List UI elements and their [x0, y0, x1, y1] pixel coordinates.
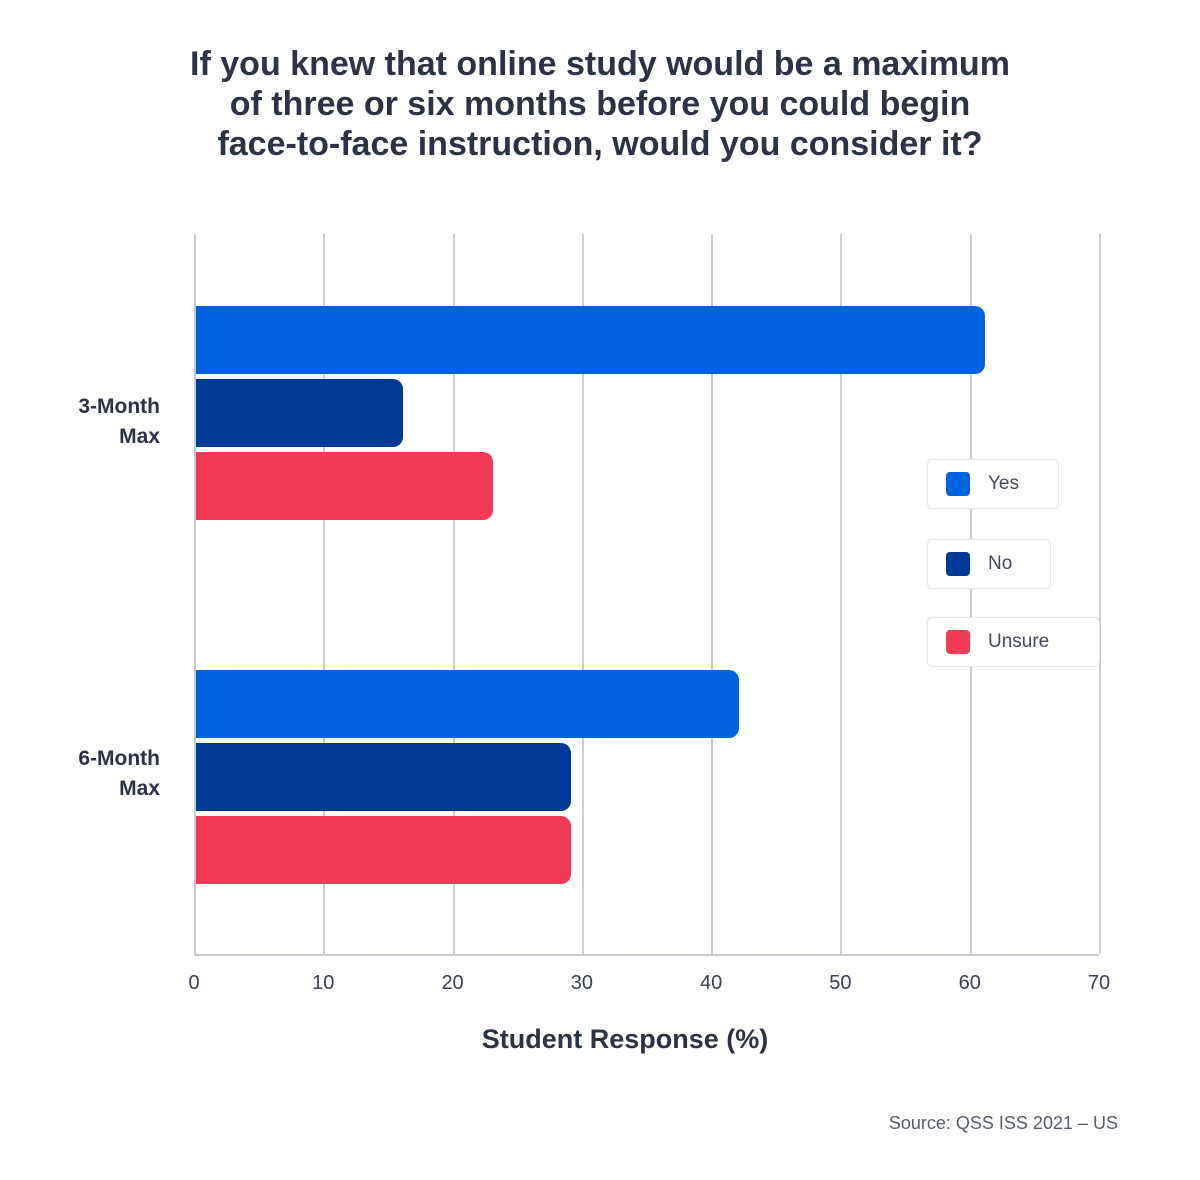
legend-item-no: No [927, 539, 1051, 589]
legend-swatch-unsure [946, 630, 970, 654]
x-tick-label: 70 [1087, 972, 1111, 994]
bar-yes-3-month [196, 306, 985, 374]
x-tick-label: 30 [570, 972, 593, 994]
bar-no-3-month [196, 379, 403, 447]
bar-unsure-3-month [196, 452, 494, 520]
category-label-line: 6-Month [78, 747, 160, 770]
chart-title-line-2: of three or six months before you could … [229, 85, 971, 123]
legend-label: No [988, 553, 1013, 574]
bar-unsure-6-month [196, 816, 571, 884]
x-tick-label: 20 [441, 972, 464, 994]
category-label-line: Max [119, 777, 160, 800]
x-tick-label: 10 [312, 972, 335, 994]
legend-swatch-yes [946, 472, 970, 496]
x-tick-label: 60 [958, 972, 981, 994]
gridline [1099, 234, 1101, 954]
bar-yes-6-month [196, 670, 739, 738]
category-label-line: Max [119, 425, 160, 448]
plot-area [194, 234, 1101, 956]
category-label-6-month: 6-Month Max [20, 744, 160, 804]
chart-title-line-1: If you knew that online study would be a… [190, 45, 1010, 83]
x-tick-label: 0 [188, 972, 200, 994]
gridline [452, 234, 455, 954]
gridline [711, 234, 714, 954]
gridline [969, 234, 972, 954]
legend-item-yes: Yes [927, 459, 1059, 509]
legend-label: Unsure [988, 631, 1050, 652]
category-label-3-month: 3-Month Max [20, 392, 160, 452]
x-tick-label: 50 [829, 972, 852, 994]
chart-title: If you knew that online study would be a… [0, 44, 1200, 164]
gridline [840, 234, 843, 954]
bar-no-6-month [196, 743, 571, 811]
gridline [581, 234, 584, 954]
gridline [323, 234, 326, 954]
source-note: Source: QSS ISS 2021 – US [888, 1113, 1118, 1133]
legend-swatch-no [946, 552, 970, 576]
x-axis-label: Student Response (%) [481, 1024, 769, 1054]
category-label-line: 3-Month [78, 395, 160, 418]
x-tick-label: 40 [700, 972, 723, 994]
chart-title-line-3: face-to-face instruction, would you cons… [217, 125, 983, 163]
legend-label: Yes [988, 473, 1019, 494]
legend-item-unsure: Unsure [927, 617, 1100, 667]
